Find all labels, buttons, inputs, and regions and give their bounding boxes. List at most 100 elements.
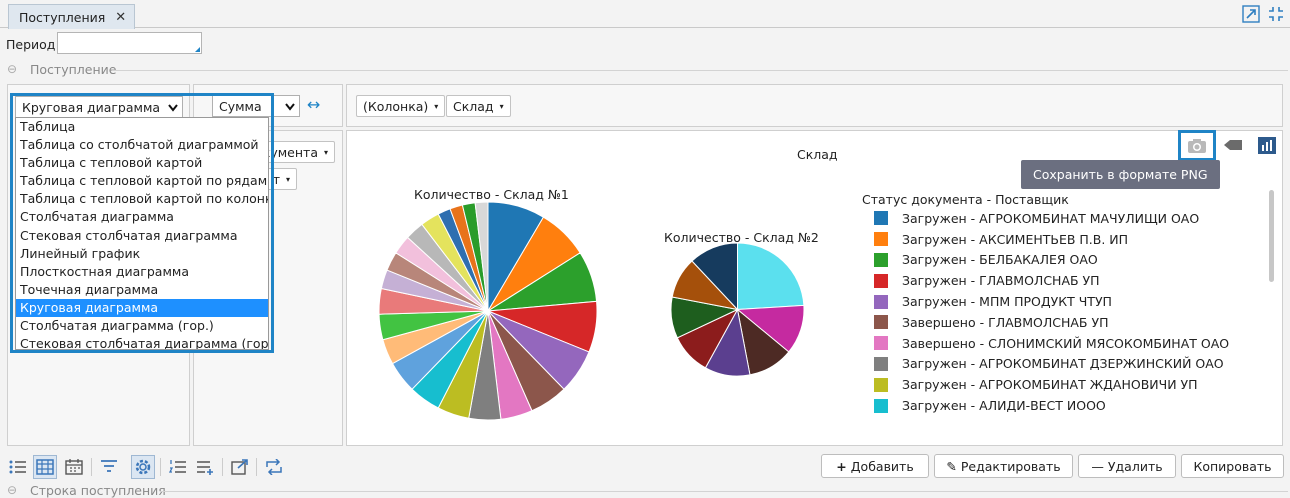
legend-item[interactable]: Загружен - МПМ ПРОДУКТ ЧТУП: [860, 291, 1260, 312]
legend-title: Статус документа - Поставщик: [862, 192, 1069, 207]
add-rows-icon[interactable]: [193, 455, 217, 479]
legend-swatch: [874, 211, 888, 226]
legend-swatch: [874, 315, 888, 330]
caret-icon: ▾: [499, 101, 504, 111]
copy-button[interactable]: Копировать: [1181, 454, 1284, 478]
chart-title: Склад: [797, 147, 838, 162]
legend-label: Загружен - АКСИМЕНТЬЕВ П.В. ИП: [902, 231, 1129, 247]
numbered-list-icon[interactable]: [166, 455, 190, 479]
filter-icon[interactable]: [97, 455, 121, 479]
tab-bar: [0, 0, 1290, 28]
renderer-option[interactable]: Таблица с тепловой картой по рядам: [20, 173, 268, 189]
legend-label: Загружен - АГРОКОМБИНАТ МАЧУЛИЩИ ОАО: [902, 210, 1200, 226]
export-icon[interactable]: [228, 455, 252, 479]
renderer-option[interactable]: Точечная диаграмма: [20, 281, 159, 297]
legend-swatch: [874, 336, 888, 351]
tag-icon[interactable]: [1224, 138, 1242, 155]
legend-swatch: [874, 232, 888, 247]
chevron-down-icon: [168, 100, 178, 115]
calendar-icon[interactable]: [62, 455, 86, 479]
caret-icon: ▾: [285, 174, 290, 184]
expand-icon[interactable]: [1241, 4, 1261, 24]
tab-postupleniya[interactable]: Поступления ✕: [8, 4, 136, 29]
delete-button[interactable]: — Удалить: [1078, 454, 1176, 478]
renderer-option[interactable]: Таблица с тепловой картой: [20, 155, 203, 171]
renderer-select[interactable]: Круговая диаграмма: [15, 96, 183, 118]
toolbar-divider: [160, 458, 161, 476]
renderer-option[interactable]: Стековая столбчатая диаграмма: [20, 227, 238, 243]
renderer-option[interactable]: Таблица: [20, 119, 76, 134]
period-label: Период: [6, 37, 56, 52]
renderer-option[interactable]: Столбчатая диаграмма: [20, 209, 174, 225]
png-tooltip: Сохранить в формате PNG: [1021, 160, 1220, 189]
edit-button[interactable]: ✎ Редактировать: [934, 454, 1073, 478]
legend-item[interactable]: Загружен - АГРОКОМБИНАТ МАЧУЛИЩИ ОАО: [860, 208, 1260, 229]
camera-highlight: [1178, 130, 1216, 161]
renderer-option[interactable]: Стековая столбчатая диаграмма (гор.): [20, 336, 269, 350]
col-field-column[interactable]: (Колонка) ▾: [356, 95, 446, 117]
legend-label: Загружен - АГРОКОМБИНАТ ЖДАНОВИЧИ УП: [902, 377, 1198, 393]
legend-item[interactable]: Загружен - ГЛАВМОЛСНАБ УП: [860, 270, 1260, 291]
collapse-icon[interactable]: [1266, 4, 1286, 24]
list-view-icon[interactable]: [6, 455, 30, 479]
legend-scrollbar[interactable]: [1269, 190, 1274, 282]
caret-icon: ▾: [434, 101, 439, 111]
renderer-option[interactable]: Таблица со столбчатой диаграммой: [20, 137, 259, 153]
legend-swatch: [874, 252, 888, 267]
pie-slice[interactable]: [737, 243, 804, 311]
renderer-option[interactable]: Столбчатая диаграмма (гор.): [20, 318, 214, 334]
legend-label: Загружен - АГРОКОМБИНАТ ДЗЕРЖИНСКИЙ ОАО: [902, 356, 1224, 372]
close-icon[interactable]: ✕: [115, 9, 127, 25]
col-field-sklad[interactable]: Склад ▾: [446, 95, 511, 117]
legend-label: Завершено - ГЛАВМОЛСНАБ УП: [902, 314, 1109, 330]
grid-view-icon[interactable]: [33, 455, 57, 479]
pie1-title: Количество - Склад №1: [414, 187, 569, 202]
renderer-option[interactable]: Линейный график: [20, 245, 141, 261]
section2-title: Строка поступления: [30, 483, 166, 498]
legend-label: Загружен - МПМ ПРОДУКТ ЧТУП: [902, 294, 1112, 310]
plus-icon: +: [836, 458, 847, 474]
period-input[interactable]: [57, 32, 202, 54]
bar-chart-icon[interactable]: [1258, 137, 1276, 157]
renderer-option[interactable]: Плосткостная диаграмма: [20, 263, 189, 279]
legend-label: Загружен - АЛИДИ-ВЕСТ ИОOO: [902, 398, 1106, 414]
legend-label: Загружен - ГЛАВМОЛСНАБ УП: [902, 273, 1100, 289]
section2-toggle-icon[interactable]: ⊖: [7, 483, 18, 497]
legend-swatch: [874, 294, 888, 309]
swap-icon[interactable]: ↔: [307, 95, 321, 114]
toolbar-divider: [222, 458, 223, 476]
section-toggle-icon[interactable]: ⊖: [7, 62, 18, 76]
legend-label: Загружен - БЕЛБАКАЛЕЯ ОАО: [902, 252, 1098, 268]
pie2-chart: [671, 243, 804, 376]
pencil-icon: ✎: [946, 458, 957, 474]
legend-item[interactable]: Загружен - АГРОКОМБИНАТ ЖДАНОВИЧИ УП: [860, 374, 1260, 395]
renderer-option[interactable]: Круговая диаграмма: [16, 298, 268, 318]
toolbar-divider: [91, 458, 92, 476]
legend-swatch: [874, 356, 888, 371]
renderer-options-list[interactable]: Таблица Таблица со столбчатой диаграммой Т…: [15, 117, 269, 350]
legend-item[interactable]: Завершено - ГЛАВМОЛСНАБ УП: [860, 312, 1260, 333]
chevron-down-icon: [285, 99, 295, 114]
renderer-option[interactable]: Таблица с тепловой картой по колонкам: [20, 191, 269, 207]
legend-swatch: [874, 273, 888, 288]
toolbar-divider: [256, 458, 257, 476]
pie-slice[interactable]: [691, 243, 738, 311]
pie1-chart: [379, 202, 597, 420]
legend-item[interactable]: Загружен - АКСИМЕНТЬЕВ П.В. ИП: [860, 229, 1260, 250]
add-button[interactable]: + Добавить: [821, 454, 929, 478]
resize-corner-icon: [195, 47, 200, 52]
refresh-icon[interactable]: [262, 455, 286, 479]
pie-slice[interactable]: [474, 202, 489, 312]
settings-icon[interactable]: [131, 455, 155, 479]
camera-icon[interactable]: [1184, 135, 1210, 157]
caret-icon: ▾: [323, 147, 328, 157]
legend: Загружен - АГРОКОМБИНАТ МАЧУЛИЩИ ОАО Загр…: [860, 208, 1260, 416]
legend-label: Завершено - СЛОНИМСКИЙ МЯСОКОМБИНАТ ОАО: [902, 335, 1230, 351]
legend-item[interactable]: Загружен - БЕЛБАКАЛЕЯ ОАО: [860, 250, 1260, 271]
pie2-title: Количество - Склад №2: [664, 230, 819, 245]
legend-item[interactable]: Загружен - АЛИДИ-ВЕСТ ИОOO: [860, 395, 1260, 416]
legend-swatch: [874, 377, 888, 392]
legend-item[interactable]: Загружен - АГРОКОМБИНАТ ДЗЕРЖИНСКИЙ ОАО: [860, 354, 1260, 375]
tab-label: Поступления: [19, 9, 106, 25]
legend-item[interactable]: Завершено - СЛОНИМСКИЙ МЯСОКОМБИНАТ ОАО: [860, 333, 1260, 354]
